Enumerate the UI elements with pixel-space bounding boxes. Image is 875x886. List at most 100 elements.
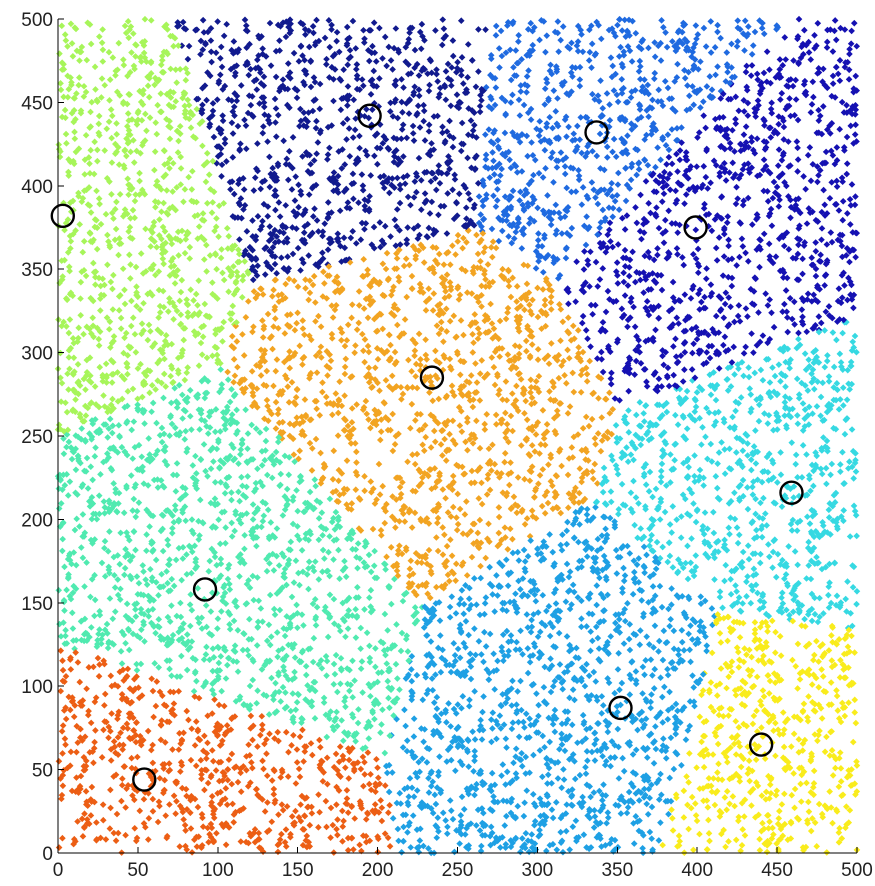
data-point: [604, 814, 612, 821]
data-point: [212, 524, 219, 531]
data-point: [261, 177, 269, 184]
data-point: [526, 715, 533, 723]
data-point: [407, 70, 415, 77]
data-point: [577, 357, 585, 365]
data-point: [787, 485, 794, 493]
data-point: [387, 233, 394, 240]
data-point: [258, 448, 266, 455]
data-point: [562, 810, 570, 817]
data-point: [391, 348, 399, 356]
data-point: [480, 658, 487, 666]
data-point: [741, 161, 748, 169]
data-point: [551, 488, 559, 496]
data-point: [288, 378, 296, 386]
data-point: [619, 214, 626, 222]
data-point: [824, 352, 831, 359]
data-point: [728, 282, 736, 290]
data-point: [259, 217, 266, 225]
data-point: [133, 283, 140, 290]
data-point: [149, 808, 157, 815]
data-point: [804, 513, 811, 521]
data-point: [408, 784, 416, 792]
data-point: [300, 353, 308, 361]
data-point: [579, 793, 586, 801]
data-point: [264, 417, 272, 425]
data-point: [442, 422, 450, 429]
data-point: [154, 818, 162, 826]
data-point: [306, 332, 313, 340]
data-point: [534, 345, 542, 353]
data-point: [228, 780, 236, 788]
data-point: [387, 354, 394, 362]
data-point: [170, 700, 178, 707]
data-point: [766, 657, 773, 665]
data-point: [464, 418, 471, 426]
data-point: [385, 416, 392, 424]
data-point: [609, 405, 617, 413]
data-point: [737, 481, 744, 489]
data-point: [631, 568, 638, 576]
data-point: [399, 479, 406, 486]
data-point: [153, 130, 161, 138]
data-point: [368, 76, 376, 84]
data-point: [111, 584, 119, 591]
data-point: [158, 438, 166, 446]
data-point: [515, 350, 523, 358]
data-point: [310, 74, 318, 81]
data-point: [488, 467, 495, 474]
data-point: [339, 120, 347, 127]
data-point: [236, 236, 243, 243]
data-point: [217, 653, 225, 660]
data-point: [276, 388, 284, 395]
data-point: [803, 491, 811, 499]
data-point: [526, 301, 533, 309]
data-point: [639, 844, 646, 852]
data-point: [272, 315, 279, 322]
data-point: [333, 37, 340, 45]
data-point: [123, 152, 130, 160]
data-point: [421, 670, 429, 678]
data-point: [825, 591, 832, 599]
data-point: [266, 591, 274, 599]
data-point: [704, 804, 712, 811]
data-point: [170, 262, 178, 270]
data-point: [630, 783, 637, 791]
data-point: [690, 250, 697, 258]
data-point: [763, 48, 771, 55]
data-point: [352, 486, 360, 494]
data-point: [493, 345, 501, 353]
data-point: [841, 430, 849, 438]
data-point: [382, 566, 389, 573]
data-point: [589, 610, 596, 618]
data-point: [596, 574, 603, 582]
data-point: [101, 81, 109, 89]
data-point: [541, 509, 549, 517]
data-point: [639, 690, 646, 697]
data-point: [693, 163, 701, 170]
data-point: [580, 288, 588, 296]
data-point: [230, 38, 238, 45]
data-point: [572, 298, 579, 305]
data-point: [732, 836, 740, 844]
data-point: [312, 318, 319, 325]
data-point: [532, 597, 540, 605]
data-point: [777, 449, 784, 456]
data-point: [589, 475, 597, 483]
data-point: [562, 827, 570, 835]
data-point: [465, 790, 472, 798]
data-point: [739, 201, 747, 209]
data-point: [85, 707, 92, 715]
data-point: [465, 595, 473, 603]
data-point: [456, 654, 464, 662]
data-point: [340, 756, 347, 763]
data-point: [543, 755, 551, 763]
data-point: [272, 192, 280, 200]
data-point: [651, 39, 658, 46]
data-point: [338, 336, 345, 344]
data-point: [101, 660, 108, 668]
data-point: [535, 712, 542, 720]
data-point: [553, 164, 561, 171]
data-point: [841, 63, 849, 71]
data-point: [756, 338, 764, 346]
data-point: [748, 802, 755, 809]
